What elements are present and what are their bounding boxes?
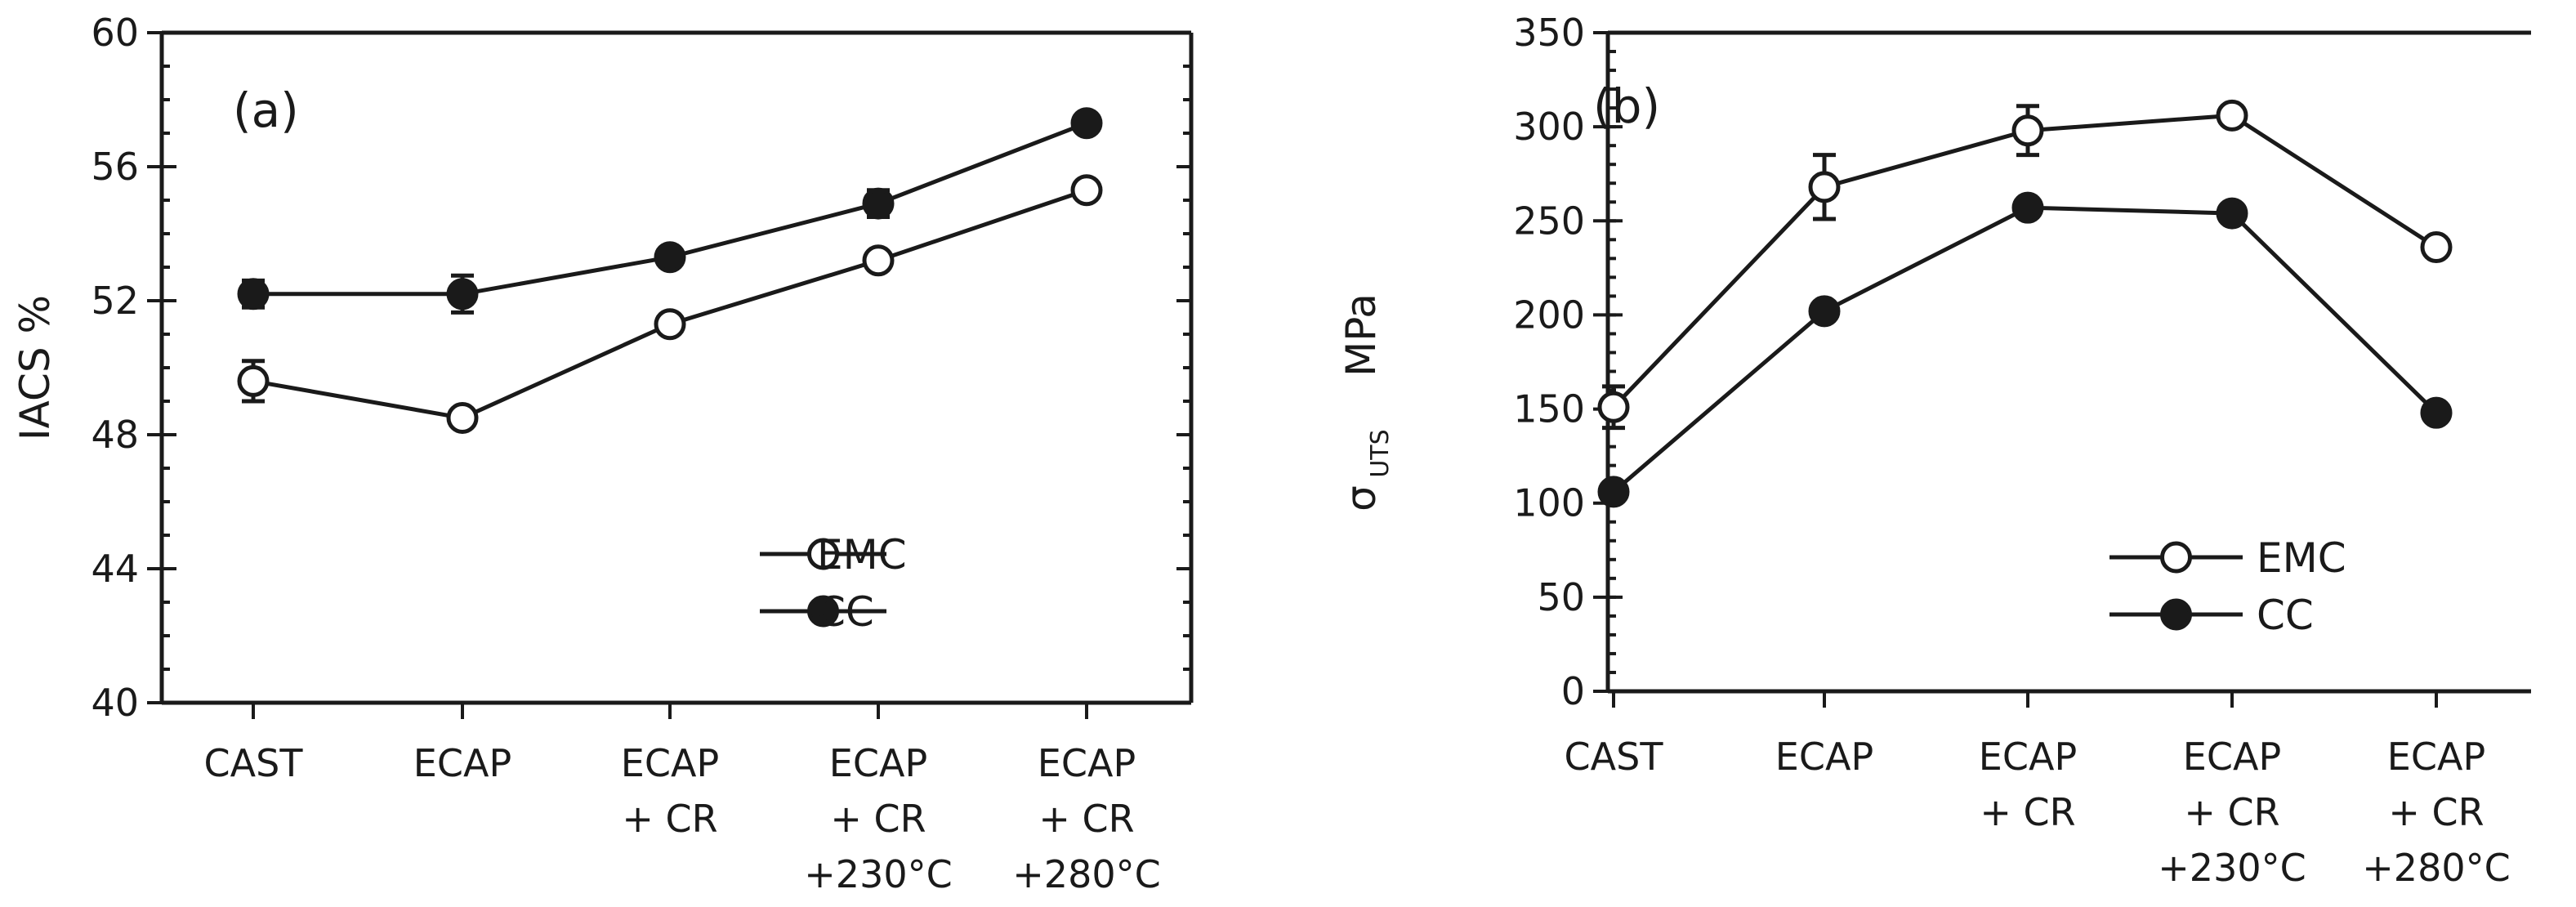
y-tick-label: 250 (1513, 199, 1585, 243)
x-tick-label: CAST (204, 741, 304, 785)
data-point-emc (237, 364, 270, 397)
panel-label: (b) (1593, 78, 1660, 134)
x-tick-label: ECAP (829, 741, 927, 785)
legend-label-cc: CC (2257, 592, 2314, 639)
y-axis-title: σ UTS MPa (1337, 293, 1395, 512)
legend-marker-cc (807, 595, 839, 628)
x-tick-label: +280°C (2362, 846, 2510, 890)
x-tick-label: ECAP (413, 741, 511, 785)
x-tick-label: +230°C (2158, 846, 2306, 890)
x-tick-label: +280°C (1012, 852, 1160, 896)
x-tick-label: + CR (1980, 790, 2075, 834)
y-tick-label: 44 (91, 547, 139, 591)
y-tick-label: 40 (91, 681, 139, 725)
series-line-cc (1612, 205, 2438, 494)
data-point-emc (2420, 231, 2453, 264)
panel-label: (a) (233, 83, 299, 138)
data-point-cc (1070, 107, 1103, 140)
legend-label-cc: CC (817, 588, 874, 636)
chart-panel-a: 40 44 48 52 56 60 CAST ECAP ECAP + CR ECAP + CR +230… (11, 11, 1194, 896)
y-axis-title-subscript: UTS (1366, 429, 1395, 477)
legend-marker-emc (2160, 541, 2192, 574)
x-tick-label: + CR (1038, 797, 1134, 841)
data-point-cc (862, 187, 895, 220)
data-point-cc (2216, 197, 2248, 230)
y-tick-label: 56 (91, 145, 139, 189)
x-tick-label: + CR (830, 797, 926, 841)
y-tick-label: 150 (1513, 387, 1585, 431)
x-tick-label: ECAP (621, 741, 719, 785)
x-tick-label: ECAP (2387, 735, 2485, 779)
x-tick-label: +230°C (804, 852, 952, 896)
data-point-cc (654, 241, 686, 274)
y-tick-label: 50 (1537, 575, 1585, 619)
data-point-emc (446, 402, 479, 434)
data-point-cc (446, 278, 479, 311)
data-point-emc (1808, 171, 1841, 203)
data-point-emc (2216, 99, 2248, 132)
series-line-emc (1612, 113, 2438, 409)
x-tick-label: + CR (2388, 790, 2484, 834)
y-axis-title-unit: MPa (1337, 293, 1385, 377)
y-tick-label: 0 (1561, 669, 1585, 713)
x-tick-label: CAST (1565, 735, 1664, 779)
legend-marker-cc (2160, 598, 2192, 631)
data-point-emc (1070, 174, 1103, 207)
data-point-cc (1808, 295, 1841, 328)
y-axis-title: IACS % (11, 295, 59, 440)
data-point-emc (654, 308, 686, 341)
y-tick-label: 48 (91, 413, 139, 457)
x-tick-label: + CR (2184, 790, 2279, 834)
legend-marker-emc (807, 538, 839, 570)
data-point-emc (862, 244, 895, 277)
series-line-emc (252, 188, 1087, 421)
data-point-cc (2420, 396, 2453, 429)
x-tick-label: ECAP (1775, 735, 1873, 779)
x-tick-label: ECAP (1038, 741, 1136, 785)
y-tick-label: 200 (1513, 293, 1585, 337)
data-point-cc (237, 278, 270, 311)
x-tick-label: ECAP (2183, 735, 2281, 779)
x-tick-label: + CR (622, 797, 717, 841)
legend-label-emc: EMC (817, 531, 907, 579)
y-tick-label: 100 (1513, 481, 1585, 525)
data-point-cc (1597, 476, 1630, 508)
legend-label-emc: EMC (2257, 534, 2346, 582)
data-point-emc (2011, 114, 2044, 147)
y-tick-label: 52 (91, 279, 139, 323)
y-axis-title-symbol: σ (1337, 485, 1385, 512)
y-tick-label: 350 (1513, 11, 1585, 55)
y-tick-label: 60 (91, 11, 139, 55)
data-point-cc (2011, 191, 2044, 224)
chart-panel-b: 0 50 100 150 200 250 300 350 CAST ECAP ECAP + CR ECA… (1337, 11, 2531, 890)
x-tick-label: ECAP (1979, 735, 2077, 779)
data-point-emc (1597, 391, 1630, 423)
y-tick-label: 300 (1513, 105, 1585, 149)
